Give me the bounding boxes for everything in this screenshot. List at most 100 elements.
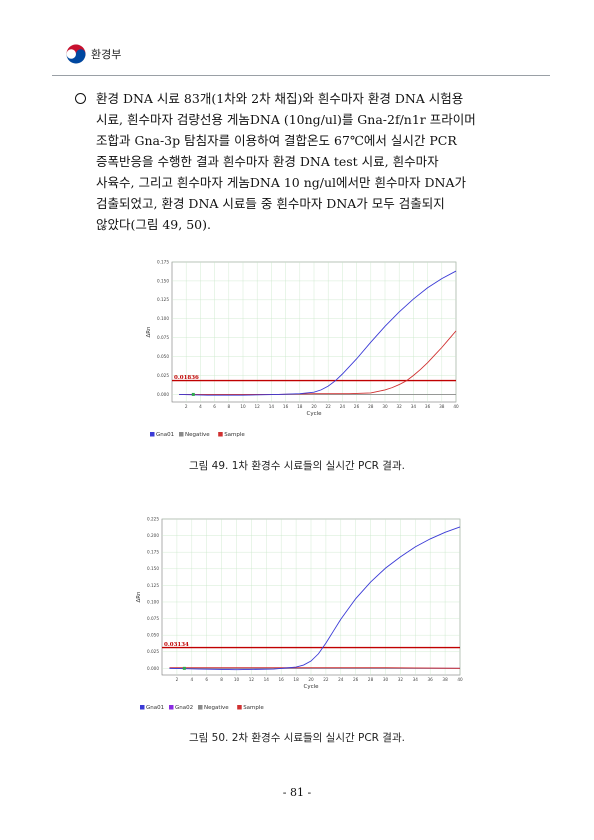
- x-tick-label: 20: [311, 404, 317, 409]
- x-axis-label: Cycle: [303, 684, 319, 690]
- x-tick-label: 28: [368, 404, 374, 409]
- x-tick-label: 22: [323, 677, 329, 682]
- y-tick-label: 0.025: [157, 373, 169, 378]
- y-axis-label: ΔRn: [136, 591, 142, 603]
- text-line: 않았다(그림 49, 50).: [96, 217, 211, 232]
- x-tick-label: 24: [338, 677, 344, 682]
- y-tick-label: 0.125: [147, 583, 159, 588]
- x-tick-label: 16: [283, 404, 289, 409]
- x-tick-label: 38: [442, 677, 448, 682]
- series-line-gna01: [179, 270, 457, 396]
- y-tick-label: 0.050: [157, 354, 169, 359]
- text-line: 시료, 흰수마자 검량선용 게놈DNA (10ng/ul)를 Gna-2f/n1…: [96, 112, 476, 127]
- x-tick-label: 34: [411, 404, 417, 409]
- x-tick-label: 36: [425, 404, 431, 409]
- y-tick-label: 0.100: [147, 599, 159, 604]
- legend-label: Negative: [185, 432, 210, 438]
- text-line: 조합과 Gna-3p 탐침자를 이용하여 결합온도 67℃에서 실시간 PCR: [96, 133, 457, 148]
- y-tick-label: 0.050: [147, 633, 159, 638]
- legend-swatch: [218, 432, 223, 437]
- x-tick-label: 14: [264, 677, 270, 682]
- threshold-label: 0.01836: [174, 375, 199, 381]
- legend-swatch: [198, 705, 203, 710]
- page-number: - 81 -: [282, 786, 312, 799]
- x-tick-label: 2: [176, 677, 179, 682]
- y-axis-label: ΔRn: [146, 326, 152, 338]
- y-tick-label: 0.025: [147, 649, 159, 654]
- legend-label: Gna01: [156, 432, 174, 438]
- legend-swatch: [179, 432, 184, 437]
- x-tick-label: 40: [457, 677, 463, 682]
- legend-swatch: [169, 705, 174, 710]
- y-tick-label: 0.100: [157, 316, 169, 321]
- figure-caption-50: 그림 50. 2차 환경수 시료들의 실시간 PCR 결과.: [189, 732, 405, 744]
- y-tick-label: 0.000: [157, 392, 169, 397]
- pcr-chart-2: 0.000 0.025 0.050 0.075 0.100 0.125 0.150 0.175…: [136, 516, 463, 711]
- y-tick-label: 0.075: [157, 335, 169, 340]
- y-tick-label: 0.000: [147, 666, 159, 671]
- text-line: 증폭반응을 수행한 결과 흰수마자 환경 DNA test 시료, 흰수마자: [96, 154, 439, 169]
- ministry-name: 환경부: [91, 48, 122, 61]
- x-tick-label: 18: [297, 404, 303, 409]
- legend-swatch: [150, 432, 155, 437]
- text-line: 환경 DNA 시료 83개(1차와 2차 채집)와 흰수마자 환경 DNA 시험…: [96, 91, 464, 106]
- x-tick-label: 4: [190, 677, 193, 682]
- figure-caption-49: 그림 49. 1차 환경수 시료들의 실시간 PCR 결과.: [189, 460, 405, 472]
- y-tick-label: 0.225: [147, 516, 159, 521]
- x-tick-label: 24: [340, 404, 346, 409]
- x-tick-label: 20: [308, 677, 314, 682]
- x-tick-label: 10: [240, 404, 246, 409]
- y-tick-label: 0.200: [147, 533, 159, 538]
- x-tick-label: 12: [249, 677, 255, 682]
- x-axis-label: Cycle: [306, 411, 322, 417]
- x-tick-label: 16: [279, 677, 285, 682]
- baseline-start-marker: [191, 392, 195, 396]
- x-tick-label: 18: [293, 677, 299, 682]
- legend-label: Sample: [243, 705, 264, 711]
- x-tick-label: 8: [220, 677, 223, 682]
- legend-swatch: [140, 705, 145, 710]
- y-tick-label: 0.175: [147, 550, 159, 555]
- x-tick-label: 32: [398, 677, 404, 682]
- x-tick-label: 36: [428, 677, 434, 682]
- text-line: 사육수, 그리고 흰수마자 게놈DNA 10 ng/ul에서만 흰수마자 DNA…: [96, 175, 466, 190]
- x-tick-label: 26: [353, 677, 359, 682]
- baseline-start-marker: [182, 666, 186, 670]
- x-tick-label: 14: [269, 404, 275, 409]
- x-tick-label: 6: [213, 404, 216, 409]
- x-tick-label: 6: [205, 677, 208, 682]
- y-tick-label: 0.125: [157, 297, 169, 302]
- x-tick-label: 32: [397, 404, 403, 409]
- x-tick-label: 4: [199, 404, 202, 409]
- legend-swatch: [237, 705, 242, 710]
- x-tick-label: 30: [382, 404, 388, 409]
- x-tick-label: 8: [227, 404, 230, 409]
- x-tick-label: 28: [368, 677, 374, 682]
- x-tick-label: 38: [439, 404, 445, 409]
- x-tick-label: 26: [354, 404, 360, 409]
- y-tick-label: 0.175: [157, 259, 169, 264]
- series-line-sample: [169, 667, 461, 669]
- header: 환경부: [66, 44, 121, 64]
- x-tick-label: 40: [453, 404, 459, 409]
- y-tick-label: 0.150: [147, 566, 159, 571]
- x-tick-label: 2: [185, 404, 188, 409]
- government-emblem-icon: [66, 44, 86, 64]
- y-tick-label: 0.150: [157, 278, 169, 283]
- legend-label: Sample: [224, 432, 245, 438]
- circle-bullet-icon: [75, 93, 86, 104]
- x-tick-label: 12: [255, 404, 261, 409]
- x-tick-label: 34: [413, 677, 419, 682]
- series-line-gna01: [169, 526, 461, 671]
- legend-label: Negative: [204, 705, 229, 711]
- pcr-chart-1: 0.000 0.025 0.050 0.075 0.100 0.125 0.150 0.175…: [146, 259, 459, 438]
- header-divider: [52, 75, 550, 76]
- y-tick-label: 0.075: [147, 616, 159, 621]
- x-tick-label: 10: [234, 677, 240, 682]
- legend-label: Gna02: [175, 705, 193, 711]
- x-tick-label: 30: [383, 677, 389, 682]
- x-tick-label: 22: [326, 404, 332, 409]
- legend-label: Gna01: [146, 705, 164, 711]
- threshold-label: 0.03134: [164, 642, 189, 648]
- text-line: 검출되었고, 환경 DNA 시료들 중 흰수마자 DNA가 모두 검출되지: [96, 196, 445, 211]
